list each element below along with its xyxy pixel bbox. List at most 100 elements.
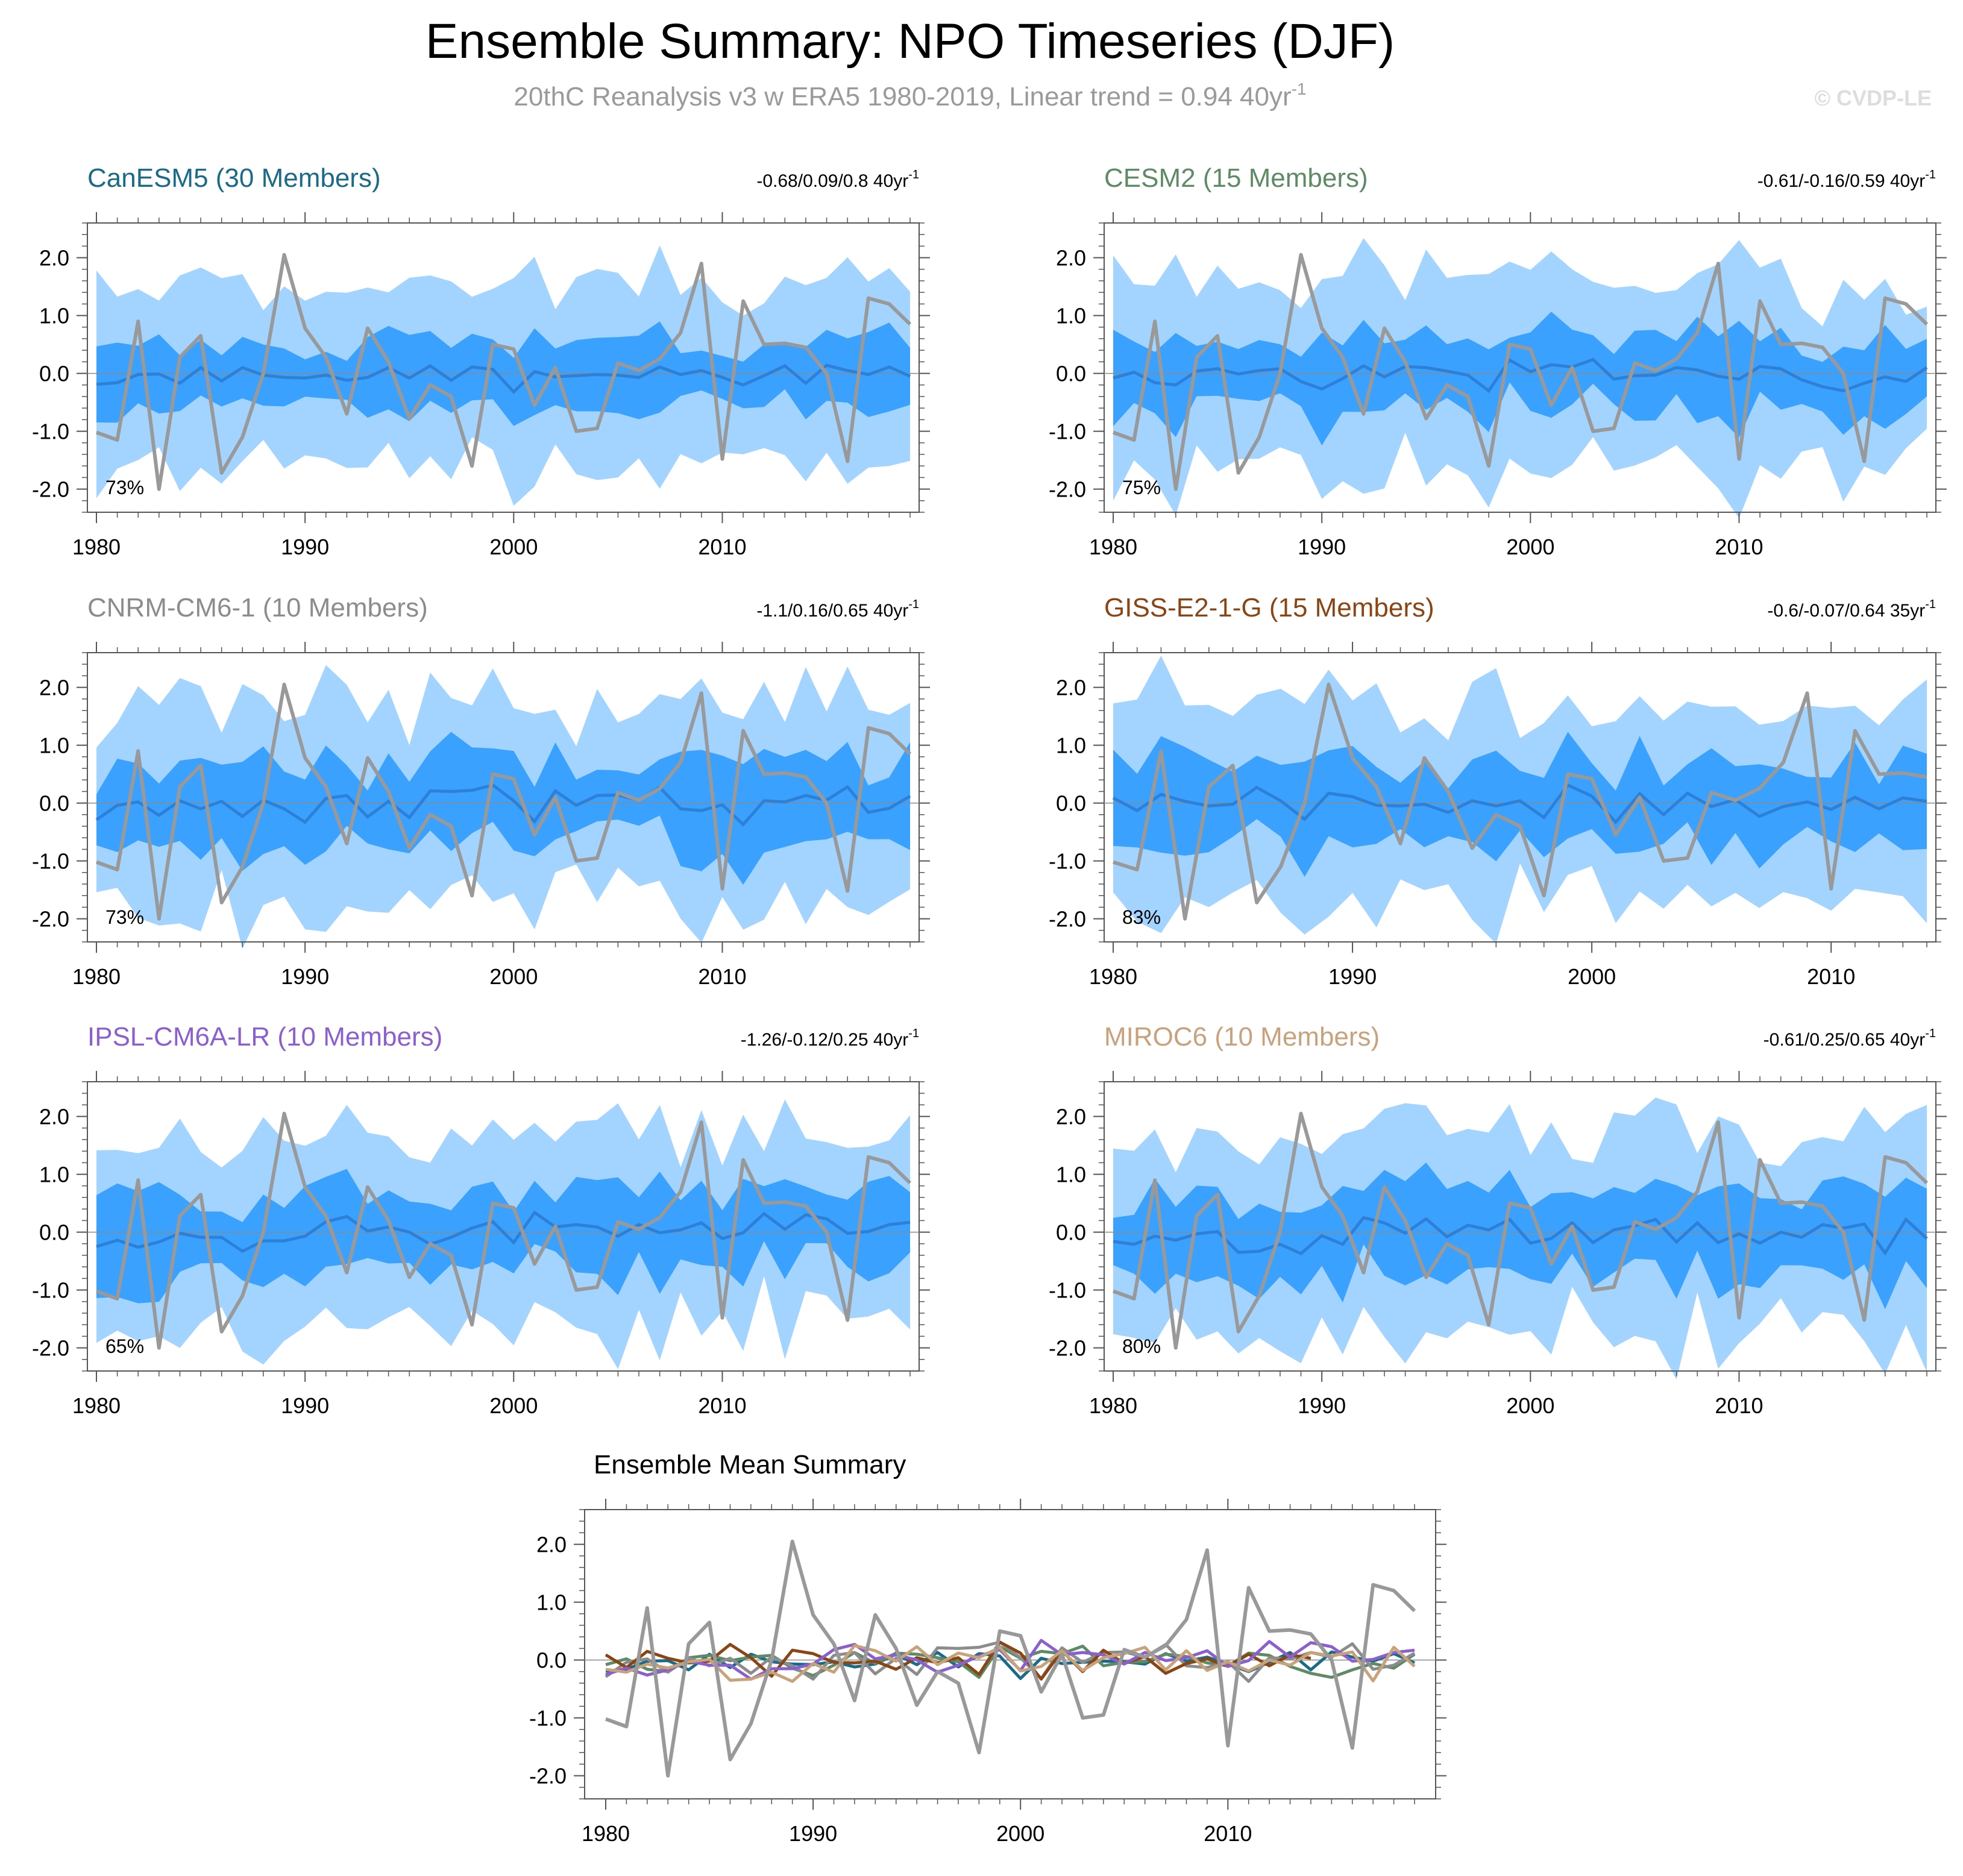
cnrm-percent-label: 73%	[105, 906, 144, 928]
miroc6-y-tick-label: 1.0	[1056, 1162, 1086, 1187]
cesm2-y-tick-label: -2.0	[1049, 477, 1086, 502]
panel-giss: 2.0 1.0 0.0 -1.0 -2.0 1980 1990 2000 2010 GISS-E2…	[1049, 593, 1947, 989]
miroc6-y-tick-label: 0.0	[1056, 1220, 1086, 1245]
cesm2-y-tick-label: 0.0	[1056, 362, 1086, 386]
canesm5-x-tick-label: 1980	[72, 535, 121, 559]
canesm5-observation-line	[95, 253, 912, 491]
subtitle-text: 20thC Reanalysis v3 w ERA5 1980-2019, Li…	[514, 82, 1291, 111]
cesm2-ensemble-mean-line	[1113, 357, 1928, 393]
summary-observation-line	[605, 1539, 1416, 1778]
cnrm-inner-spread-band	[96, 732, 910, 885]
cnrm-ensemble-mean-line	[95, 783, 911, 827]
panel-grid: 2.0 1.0 0.0 -1.0 -2.0 1980 1990 2000 2010 CanESM5…	[32, 163, 1947, 1418]
ipsl-x-tick-label: 2010	[698, 1393, 746, 1418]
summary-series-giss	[605, 1640, 1311, 1681]
cnrm-panel-title: CNRM-CM6-1 (10 Members)	[87, 593, 428, 623]
ensemble-mean-summary-panel: Ensemble Mean Summary 2.0 1.0 0.0 -1.0 -2.0 19…	[529, 1450, 1446, 1846]
summary-y-tick-label: 2.0	[536, 1532, 567, 1557]
ipsl-panel-title: IPSL-CM6A-LR (10 Members)	[87, 1022, 442, 1052]
giss-y-tick-label: -1.0	[1049, 849, 1086, 874]
ipsl-plot-frame	[87, 1081, 920, 1372]
cnrm-plot-frame	[87, 652, 920, 943]
miroc6-trend-label: -0.61/0.25/0.65 40yr-1	[1764, 1027, 1936, 1050]
giss-inner-spread-band	[1113, 732, 1927, 877]
cnrm-trend-exponent: -1	[908, 598, 919, 611]
cnrm-x-tick-label: 1980	[72, 964, 121, 989]
cesm2-trend-label: -0.61/-0.16/0.59 40yr-1	[1757, 168, 1936, 191]
summary-title: Ensemble Mean Summary	[594, 1450, 906, 1479]
giss-trend-text: -0.6/-0.07/0.64 35yr	[1767, 601, 1925, 621]
giss-y-tick-label: 2.0	[1056, 676, 1086, 700]
cnrm-trend-text: -1.1/0.16/0.65 40yr	[756, 601, 908, 621]
giss-panel-title: GISS-E2-1-G (15 Members)	[1104, 593, 1434, 623]
canesm5-trend-exponent: -1	[908, 168, 919, 181]
panel-canesm5: 2.0 1.0 0.0 -1.0 -2.0 1980 1990 2000 2010 CanESM5…	[32, 163, 930, 559]
cesm2-y-tick-label: 1.0	[1056, 304, 1086, 328]
cesm2-observation-line	[1112, 253, 1929, 491]
canesm5-ensemble-mean-line	[96, 363, 911, 394]
summary-x-tick-label: 1980	[582, 1821, 630, 1846]
miroc6-x-tick-label: 1980	[1089, 1393, 1137, 1418]
canesm5-x-tick-label: 2000	[489, 535, 538, 559]
miroc6-trend-text: -0.61/0.25/0.65 40yr	[1764, 1030, 1926, 1050]
miroc6-x-tick-label: 2000	[1506, 1393, 1554, 1418]
cesm2-percent-label: 75%	[1122, 477, 1161, 498]
ipsl-y-tick-label: -2.0	[32, 1336, 69, 1361]
ipsl-y-tick-label: 0.0	[39, 1220, 69, 1245]
cnrm-y-tick-label: 0.0	[39, 791, 69, 816]
cesm2-plot-frame	[1104, 222, 1936, 513]
canesm5-y-tick-label: 1.0	[39, 304, 69, 328]
panel-cnrm: 2.0 1.0 0.0 -1.0 -2.0 1980 1990 2000 2010 CNRM-CM…	[32, 593, 930, 989]
cnrm-y-tick-label: 1.0	[39, 733, 69, 758]
giss-ensemble-mean-line	[1112, 783, 1927, 825]
giss-y-tick-label: 0.0	[1056, 791, 1086, 816]
summary-y-tick-label: 1.0	[536, 1590, 567, 1615]
miroc6-inner-spread-band	[1113, 1162, 1927, 1310]
cnrm-y-tick-label: -1.0	[32, 849, 69, 874]
giss-x-tick-label: 2010	[1807, 964, 1855, 989]
summary-series-cnrm	[605, 1640, 1416, 1683]
giss-trend-exponent: -1	[1925, 598, 1936, 611]
cnrm-y-tick-label: 2.0	[39, 676, 69, 700]
miroc6-trend-exponent: -1	[1925, 1027, 1936, 1040]
cnrm-x-tick-label: 1990	[281, 964, 329, 989]
cesm2-x-tick-label: 2010	[1715, 535, 1763, 559]
ipsl-y-tick-label: -1.0	[32, 1278, 69, 1303]
giss-x-tick-label: 1990	[1328, 964, 1377, 989]
summary-plot-frame	[584, 1509, 1436, 1799]
ipsl-inner-spread-band	[96, 1169, 910, 1303]
miroc6-ensemble-mean-line	[1113, 1216, 1928, 1256]
panel-ipsl: 2.0 1.0 0.0 -1.0 -2.0 1980 1990 2000 2010 IPSL-CM…	[32, 1022, 930, 1418]
canesm5-y-tick-label: 0.0	[39, 362, 69, 386]
ipsl-trend-text: -1.26/-0.12/0.25 40yr	[741, 1030, 909, 1050]
cnrm-x-tick-label: 2000	[489, 964, 538, 989]
ipsl-trend-label: -1.26/-0.12/0.25 40yr-1	[741, 1027, 919, 1050]
canesm5-panel-title: CanESM5 (30 Members)	[87, 163, 381, 193]
cesm2-y-tick-label: 2.0	[1056, 246, 1086, 271]
summary-y-tick-label: -2.0	[529, 1764, 567, 1789]
watermark: © CVDP-LE	[1814, 86, 1932, 110]
miroc6-y-tick-label: -1.0	[1049, 1278, 1086, 1303]
summary-x-tick-label: 1990	[789, 1821, 837, 1846]
miroc6-plot-frame	[1104, 1081, 1936, 1372]
miroc6-observation-line	[1112, 1111, 1929, 1350]
miroc6-percent-label: 80%	[1122, 1335, 1161, 1357]
cesm2-inner-spread-band	[1113, 312, 1927, 446]
ipsl-percent-label: 65%	[105, 1335, 144, 1357]
canesm5-plot-frame	[87, 222, 920, 513]
ipsl-x-tick-label: 2000	[489, 1393, 538, 1418]
cnrm-observation-line	[95, 682, 912, 921]
cnrm-y-tick-label: -2.0	[32, 907, 69, 932]
canesm5-percent-label: 73%	[105, 477, 144, 498]
ipsl-observation-line	[95, 1111, 912, 1350]
ipsl-y-tick-label: 2.0	[39, 1105, 69, 1129]
panel-cesm2: 2.0 1.0 0.0 -1.0 -2.0 1980 1990 2000 2010 CESM2 (…	[1049, 163, 1947, 559]
giss-y-tick-label: 1.0	[1056, 733, 1086, 758]
canesm5-x-tick-label: 1990	[281, 535, 329, 559]
cesm2-x-tick-label: 1980	[1089, 535, 1137, 559]
canesm5-y-tick-label: -2.0	[32, 477, 69, 502]
figure-title: Ensemble Summary: NPO Timeseries (DJF)	[426, 14, 1395, 69]
cnrm-trend-label: -1.1/0.16/0.65 40yr-1	[756, 598, 919, 621]
giss-x-tick-label: 2000	[1568, 964, 1616, 989]
giss-percent-label: 83%	[1122, 906, 1161, 928]
